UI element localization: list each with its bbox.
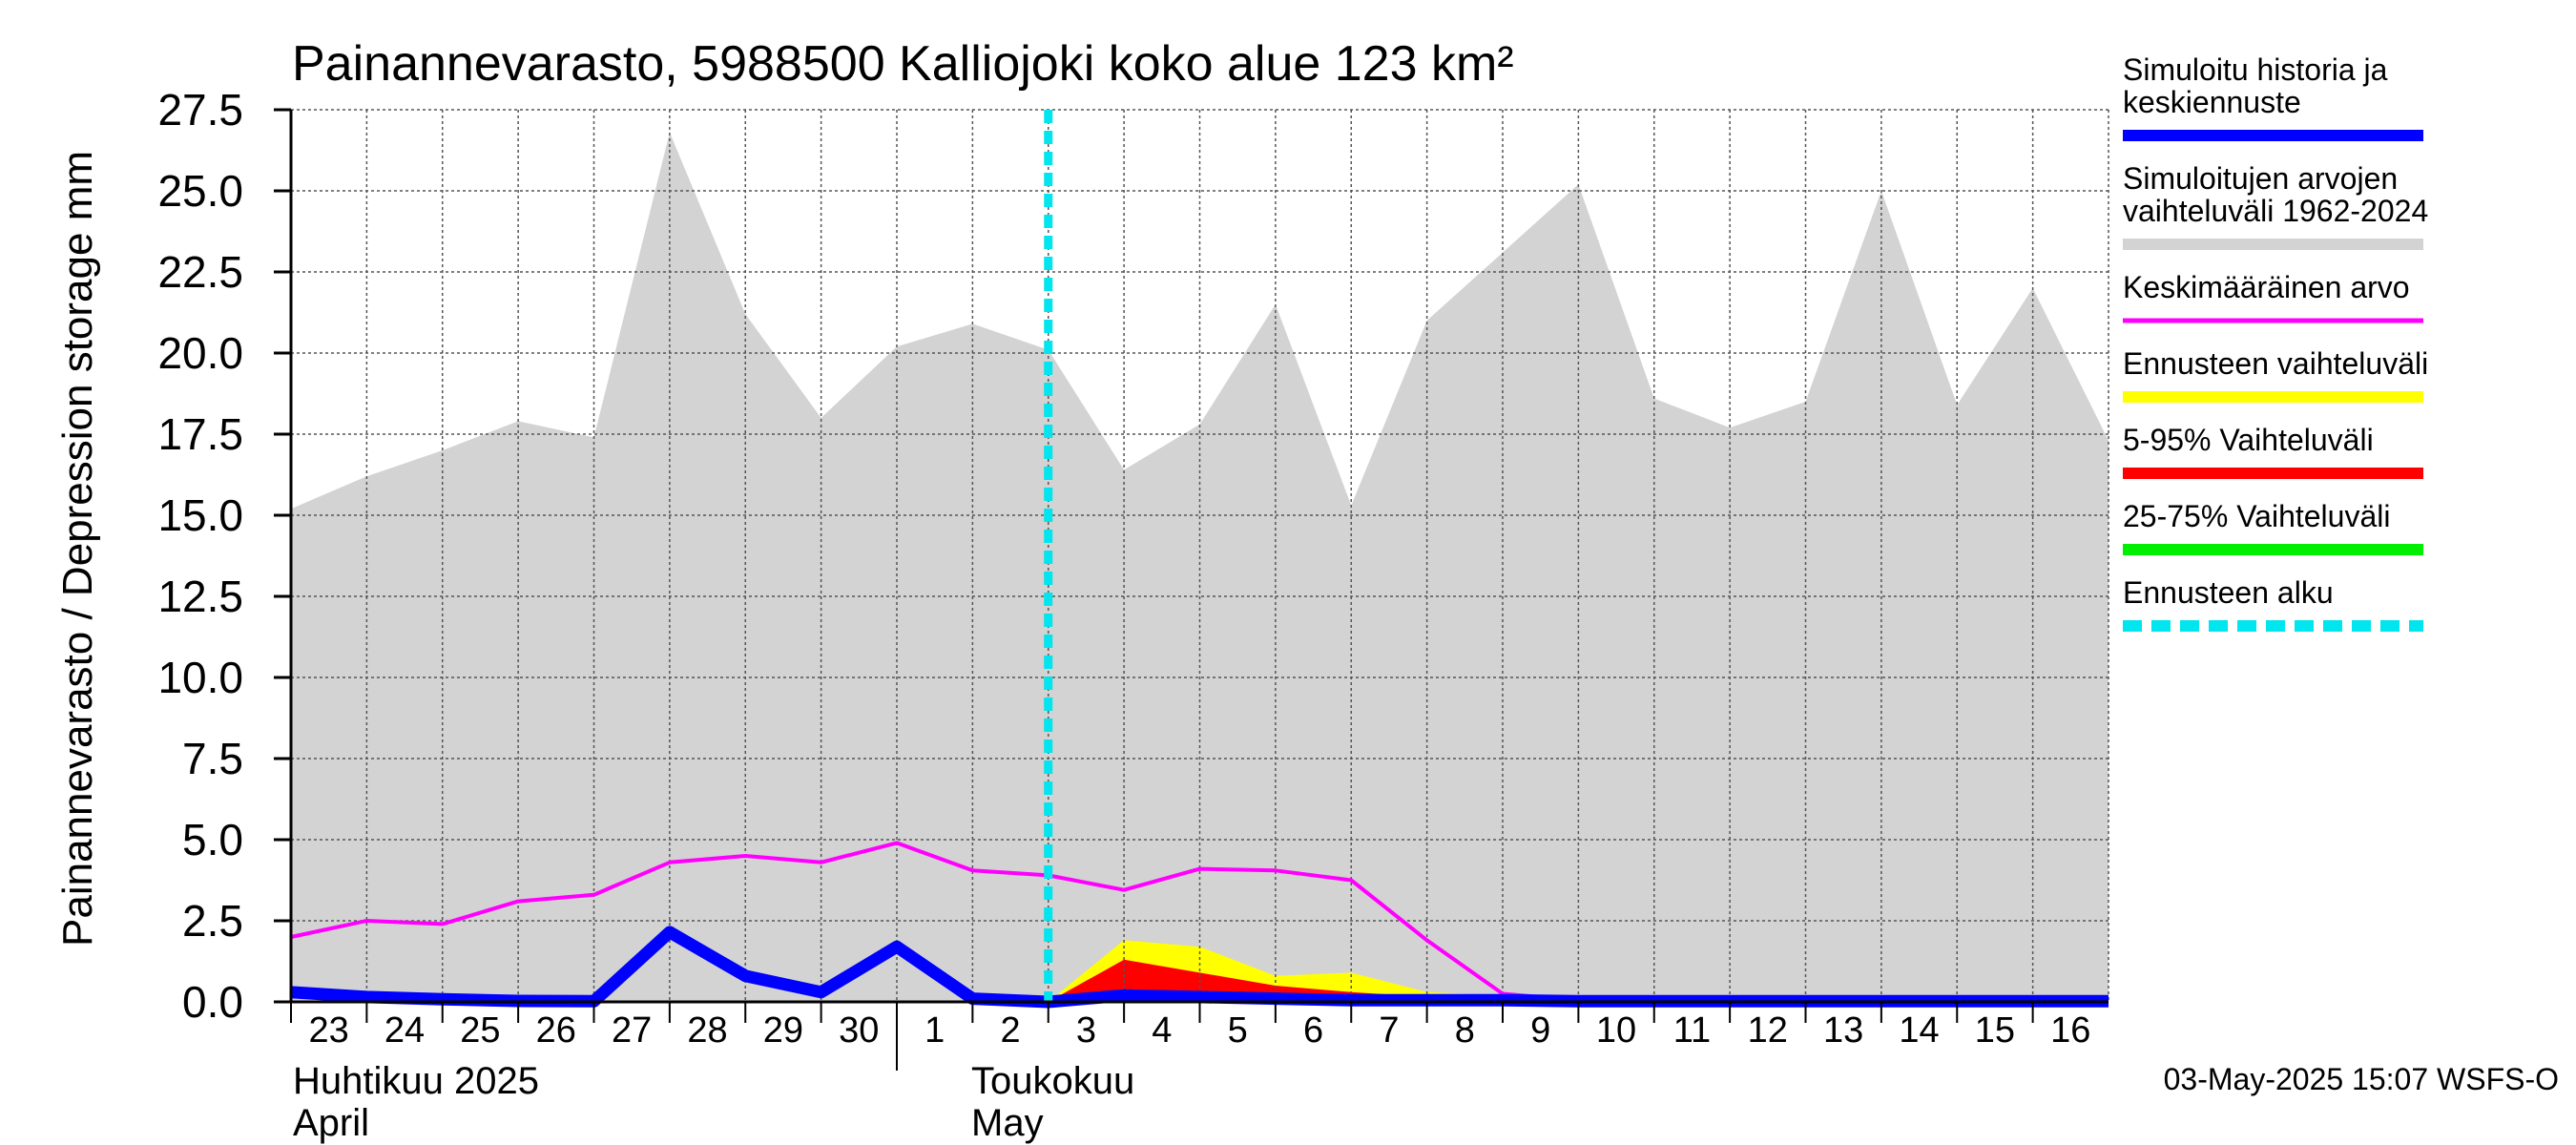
legend-label-2-line1: Simuloitujen arvojen — [2123, 161, 2398, 196]
y-tick-label-8: 20.0 — [157, 328, 243, 378]
x-tick-label-21: 14 — [1899, 1010, 1939, 1051]
x-tick-label-13: 6 — [1303, 1010, 1323, 1051]
x-tick-label-20: 13 — [1823, 1010, 1863, 1051]
plot-area — [289, 109, 2109, 1009]
y-tick-label-0: 0.0 — [182, 977, 243, 1027]
y-tick-label-3: 7.5 — [182, 734, 243, 783]
y-tick-label-6: 15.0 — [157, 490, 243, 540]
x-tick-label-7: 30 — [839, 1010, 879, 1051]
band-series-1 — [291, 132, 2109, 1003]
x-tick-label-1: 24 — [384, 1010, 425, 1051]
band-series-2 — [1048, 940, 2109, 1002]
x-tick-label-4: 27 — [612, 1010, 652, 1051]
legend-label-7: Ennusteen alku — [2123, 575, 2334, 610]
legend-label-3: Keskimääräinen arvo — [2123, 270, 2410, 304]
footer-timestamp: 03-May-2025 15:07 WSFS-O — [2164, 1062, 2559, 1096]
x-tick-label-10: 3 — [1076, 1010, 1096, 1051]
y-tick-label-11: 27.5 — [157, 85, 243, 135]
x-tick-label-18: 11 — [1673, 1010, 1711, 1051]
x-tick-label-8: 1 — [924, 1010, 945, 1051]
legend-label-1-line2: keskiennuste — [2123, 85, 2301, 119]
x-tick-label-16: 9 — [1530, 1010, 1550, 1051]
x-tick-label-19: 12 — [1748, 1010, 1788, 1051]
x-tick-label-2: 25 — [460, 1010, 500, 1051]
legend-label-4: Ennusteen vaihteluväli — [2123, 346, 2428, 381]
legend-label-5: 5-95% Vaihteluväli — [2123, 423, 2374, 457]
chart-title: Painannevarasto, 5988500 Kalliojoki koko… — [292, 36, 1514, 92]
x-tick-label-23: 16 — [2050, 1010, 2090, 1051]
x-tick-label-22: 15 — [1975, 1010, 2015, 1051]
x-tick-label-17: 10 — [1596, 1010, 1636, 1051]
legend-label-1-line1: Simuloitu historia ja — [2123, 52, 2388, 87]
legend-label-6: 25-75% Vaihteluväli — [2123, 499, 2390, 533]
legend-label-2-line2: vaihteluväli 1962-2024 — [2123, 194, 2428, 228]
y-tick-label-10: 25.0 — [157, 166, 243, 216]
month-label-2-line1: Toukokuu — [971, 1060, 1134, 1102]
y-tick-label-5: 12.5 — [157, 572, 243, 621]
y-axis: 0.0 2.5 5.0 7.5 10.0 12.5 15.0 17.5 20.0 22.5 25.0… — [157, 85, 291, 1027]
x-tick-label-15: 8 — [1455, 1010, 1475, 1051]
x-tick-label-6: 29 — [763, 1010, 803, 1051]
x-tick-label-11: 4 — [1152, 1010, 1172, 1051]
month-label-1-line1: Huhtikuu 2025 — [293, 1060, 539, 1102]
x-tick-label-5: 28 — [687, 1010, 727, 1051]
y-tick-label-4: 10.0 — [157, 653, 243, 702]
y-axis-label: Painannevarasto / Depression storage mm — [54, 151, 101, 947]
x-axis: 23 24 25 26 27 28 29 30 1 2 3 4 5 6 7 8 9 10 11 12 13 14 15 16H… — [290, 1002, 2090, 1144]
x-tick-label-0: 23 — [309, 1010, 349, 1051]
x-tick-label-12: 5 — [1228, 1010, 1248, 1051]
y-tick-label-1: 2.5 — [182, 896, 243, 946]
month-label-2-line2: May — [971, 1102, 1044, 1144]
y-tick-label-7: 17.5 — [157, 409, 243, 459]
x-tick-label-9: 2 — [1000, 1010, 1020, 1051]
y-tick-label-9: 22.5 — [157, 247, 243, 297]
x-tick-label-14: 7 — [1379, 1010, 1399, 1051]
x-tick-label-3: 26 — [536, 1010, 576, 1051]
y-tick-label-2: 5.0 — [182, 815, 243, 864]
month-label-1-line2: April — [293, 1102, 369, 1144]
band-series-3 — [1048, 959, 2109, 1002]
